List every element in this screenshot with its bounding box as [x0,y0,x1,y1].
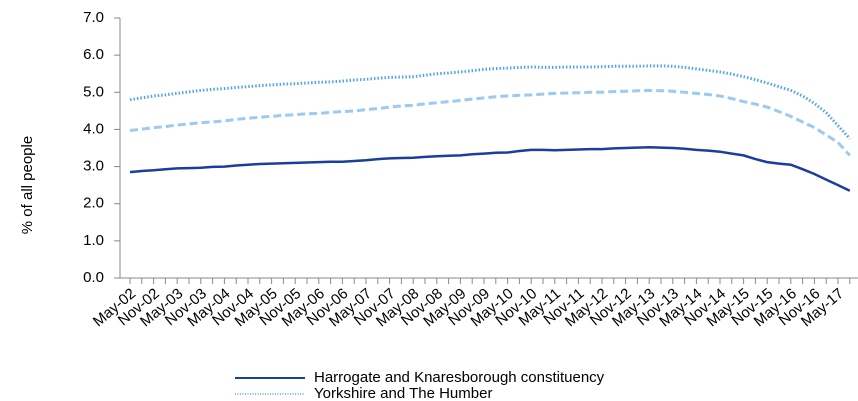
y-tick-label: 1.0 [83,232,104,249]
legend-label: Harrogate and Knaresborough constituency [314,369,605,386]
series-line [129,146,851,192]
y-tick-label: 5.0 [83,83,104,100]
y-tick-label: 3.0 [83,158,104,175]
legend-label: Yorkshire and The Humber [314,385,492,401]
y-tick-label: 7.0 [83,9,104,26]
y-tick-label: 2.0 [83,195,104,212]
series-line [129,64,851,140]
y-axis-label: % of all people [19,136,36,234]
y-tick-label: 4.0 [83,120,104,137]
y-tick-label: 0.0 [83,269,104,286]
series-line [129,88,851,157]
y-tick-label: 6.0 [83,46,104,63]
